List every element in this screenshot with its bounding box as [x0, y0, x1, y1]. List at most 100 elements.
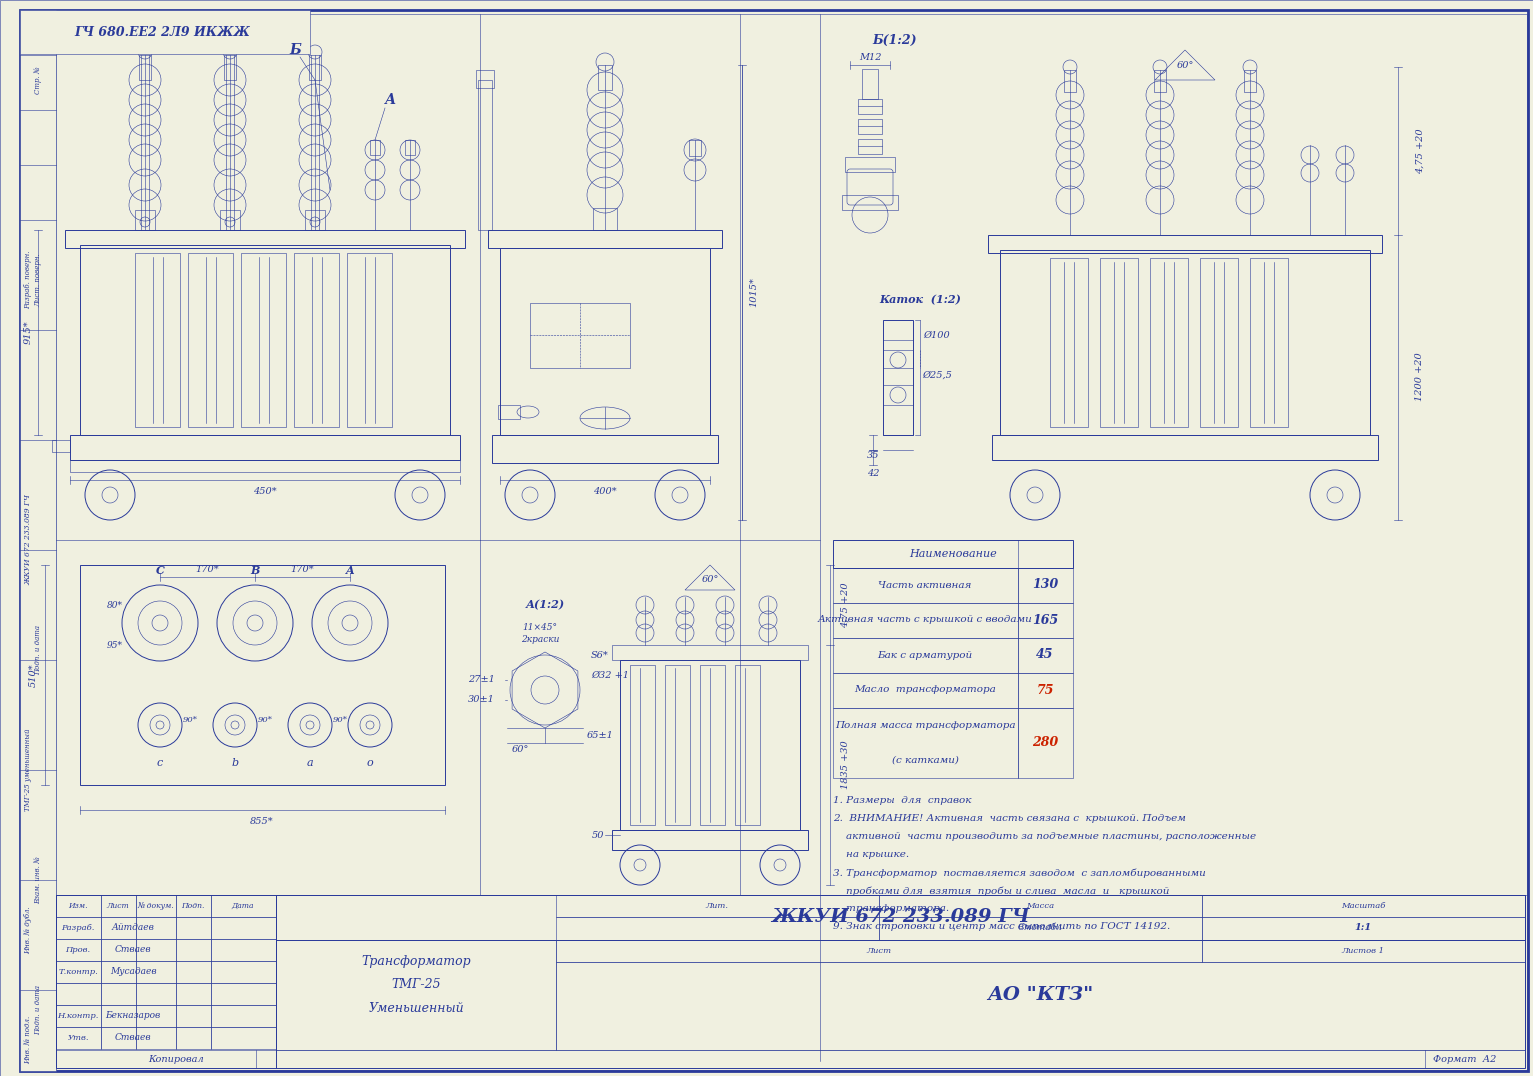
Bar	[1202, 940, 1525, 962]
Text: 80*: 80*	[107, 600, 123, 609]
Text: Н.контр.: Н.контр.	[57, 1013, 98, 1020]
Bar	[212, 1005, 276, 1027]
Bar	[136, 1005, 176, 1027]
Text: 90*: 90*	[182, 716, 198, 724]
Bar	[64, 230, 464, 247]
Text: 165: 165	[1032, 613, 1058, 626]
Text: 1:1: 1:1	[1355, 923, 1372, 933]
Bar	[346, 253, 392, 427]
Bar	[593, 208, 616, 230]
Text: Подп.: Подп.	[181, 902, 205, 910]
Bar	[212, 983, 276, 1005]
Text: 27±1: 27±1	[468, 676, 495, 684]
Text: 11×45°: 11×45°	[523, 623, 558, 633]
Text: Подп. и дата: Подп. и дата	[34, 985, 41, 1035]
Text: Утв.: Утв.	[67, 1034, 89, 1042]
Bar	[1154, 70, 1167, 93]
Text: Айтдаев: Айтдаев	[112, 923, 155, 933]
Text: ГЧ 680.ЕЕ2 2Л9 ИКЖЖ: ГЧ 680.ЕЕ2 2Л9 ИКЖЖ	[74, 26, 250, 39]
Text: Изм.: Изм.	[69, 902, 87, 910]
Text: ЖКУИ 672 233.089 ГЧ: ЖКУИ 672 233.089 ГЧ	[25, 495, 32, 585]
Text: C: C	[155, 566, 164, 577]
Bar	[1249, 258, 1288, 427]
Text: Лист. поверн.: Лист. поверн.	[34, 253, 41, 307]
Text: М12: М12	[858, 53, 881, 61]
Text: А(1:2): А(1:2)	[526, 599, 564, 610]
Text: 4,75 +20: 4,75 +20	[1415, 128, 1424, 174]
Text: ТМГ-25 уменьшенный: ТМГ-25 уменьшенный	[25, 728, 32, 811]
Text: c: c	[156, 758, 162, 768]
Bar	[1202, 917, 1525, 940]
Text: Каток  (1:2): Каток (1:2)	[878, 295, 961, 306]
Text: 90*: 90*	[333, 716, 348, 724]
Bar	[136, 917, 176, 939]
Text: пробками для  взятия  пробы и слива  масла  и   крышкой: пробками для взятия пробы и слива масла …	[832, 886, 1170, 895]
Bar	[498, 405, 520, 419]
Text: Бак с арматурой: Бак с арматурой	[877, 651, 972, 660]
Bar	[862, 69, 878, 99]
Text: 50: 50	[592, 831, 604, 839]
Text: Дата: Дата	[231, 902, 254, 910]
Bar	[883, 320, 914, 435]
Text: 2краски: 2краски	[521, 636, 560, 645]
Bar	[858, 119, 881, 134]
Bar	[832, 540, 1073, 568]
Bar	[212, 917, 276, 939]
Text: Ø32 +1: Ø32 +1	[592, 670, 629, 680]
Bar	[101, 895, 136, 917]
Bar	[478, 80, 492, 230]
Text: 1835 +30: 1835 +30	[840, 740, 849, 790]
Bar	[276, 895, 1525, 940]
Text: Бекназаров: Бекназаров	[106, 1011, 161, 1020]
Text: a: a	[307, 758, 313, 768]
Text: 90*: 90*	[258, 716, 273, 724]
Bar	[556, 895, 878, 917]
Bar	[1064, 70, 1076, 93]
Text: Разраб.: Разраб.	[61, 924, 95, 932]
Bar	[57, 895, 101, 917]
Bar	[276, 940, 556, 1050]
Bar	[1050, 258, 1088, 427]
Bar	[20, 10, 310, 54]
Text: Масло  трансформатора: Масло трансформатора	[854, 685, 996, 694]
Text: 65±1: 65±1	[587, 731, 613, 739]
Bar	[598, 65, 612, 90]
Bar	[1018, 672, 1073, 708]
Bar	[57, 1027, 101, 1049]
Bar	[500, 247, 710, 435]
Bar	[858, 139, 881, 154]
Bar	[176, 983, 212, 1005]
Text: 170*: 170*	[290, 565, 314, 574]
Text: B: B	[250, 566, 259, 577]
Bar	[101, 961, 136, 983]
Bar	[688, 140, 701, 156]
Bar	[176, 917, 212, 939]
Bar	[176, 895, 212, 917]
Text: Разраб. поверн.: Разраб. поверн.	[25, 251, 32, 309]
Text: 42: 42	[866, 468, 880, 478]
Text: Смотабл: Смотабл	[1018, 923, 1062, 933]
Text: Подп. и дата: Подп. и дата	[34, 625, 41, 675]
Text: 30±1: 30±1	[468, 695, 495, 705]
Bar	[136, 1027, 176, 1049]
Bar	[140, 55, 150, 80]
Bar	[136, 895, 176, 917]
Text: Стваев: Стваев	[115, 946, 152, 954]
Bar	[310, 55, 320, 80]
Bar	[101, 1005, 136, 1027]
Text: Часть активная: Часть активная	[878, 580, 972, 590]
Text: Б: Б	[290, 43, 300, 57]
Bar	[212, 939, 276, 961]
Bar	[57, 917, 101, 939]
Bar	[101, 917, 136, 939]
Text: ЖКУИ 672 233.089 ГЧ: ЖКУИ 672 233.089 ГЧ	[771, 908, 1029, 926]
Text: 450*: 450*	[253, 487, 277, 496]
Bar	[1018, 708, 1073, 778]
Bar	[832, 708, 1018, 778]
Bar	[71, 461, 460, 472]
Bar	[101, 983, 136, 1005]
Text: Наименование: Наименование	[909, 549, 996, 560]
Bar	[1101, 258, 1137, 427]
Text: Ø100: Ø100	[923, 330, 950, 340]
Text: 60°: 60°	[701, 576, 719, 584]
